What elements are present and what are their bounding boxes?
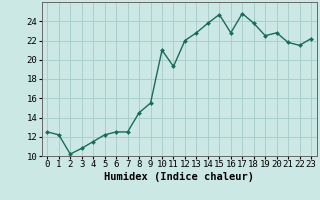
- X-axis label: Humidex (Indice chaleur): Humidex (Indice chaleur): [104, 172, 254, 182]
